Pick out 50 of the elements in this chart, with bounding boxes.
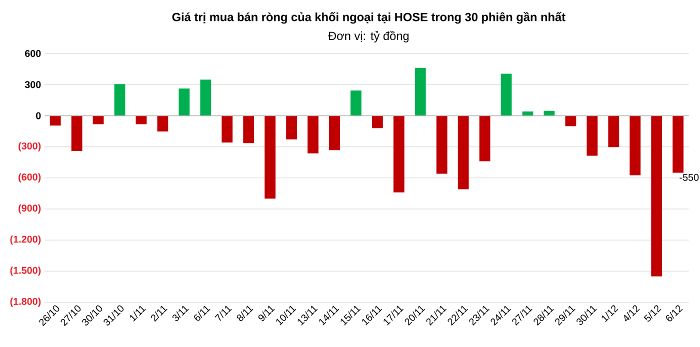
y-tick-label: (300) bbox=[18, 142, 41, 152]
y-tick-label: (600) bbox=[18, 173, 41, 183]
y-tick-label: (1.800) bbox=[10, 298, 41, 307]
y-tick-label: 300 bbox=[24, 81, 41, 88]
bar bbox=[608, 116, 620, 148]
bar bbox=[329, 116, 340, 150]
y-tick-label: (900) bbox=[18, 204, 41, 214]
x-tick-label: 4/12 bbox=[624, 305, 640, 322]
bar bbox=[157, 116, 168, 132]
x-tick-label: 7/11 bbox=[214, 306, 232, 321]
bar bbox=[458, 116, 469, 190]
y-tick-label: (1.200) bbox=[10, 236, 41, 245]
bar bbox=[92, 116, 104, 124]
x-tick-label: 6/11 bbox=[194, 306, 210, 321]
chart-subtitle: Đơn vị: tỷ đồng bbox=[328, 30, 409, 43]
bar bbox=[308, 116, 318, 154]
bar bbox=[136, 116, 147, 124]
bar bbox=[500, 74, 512, 116]
bar bbox=[222, 116, 233, 143]
bar bbox=[50, 116, 61, 126]
x-tick-label: 8/11 bbox=[236, 306, 254, 322]
bar bbox=[393, 116, 404, 192]
bar bbox=[522, 112, 534, 116]
y-tick-label: (1.500) bbox=[10, 266, 41, 276]
bar bbox=[264, 116, 276, 199]
bar bbox=[565, 116, 576, 126]
x-tick-label: 1/11 bbox=[130, 306, 146, 322]
bar bbox=[243, 116, 254, 144]
y-tick-label: 600 bbox=[24, 50, 41, 58]
chart-title: Giá trị mua bán ròng của khối ngoại tại HOSE trong 30 phiên gần nhất bbox=[172, 12, 566, 24]
bar bbox=[71, 116, 82, 152]
bar bbox=[586, 116, 598, 156]
bar bbox=[350, 90, 362, 116]
bar bbox=[436, 116, 448, 174]
x-tick-label: 6/12 bbox=[666, 305, 683, 322]
bar bbox=[286, 116, 297, 140]
bar bbox=[178, 88, 190, 116]
bar bbox=[651, 116, 662, 276]
bar bbox=[479, 116, 490, 162]
bar bbox=[672, 116, 684, 173]
bar bbox=[630, 116, 641, 176]
bar bbox=[200, 80, 212, 116]
y-tick-label: 0 bbox=[36, 112, 41, 120]
data-label: -550 bbox=[680, 174, 699, 181]
x-tick-label: 2/11 bbox=[151, 306, 168, 322]
x-tick-label: 9/11 bbox=[258, 306, 275, 322]
bar bbox=[372, 116, 383, 128]
x-tick-label: 3/11 bbox=[172, 306, 189, 322]
bar bbox=[114, 84, 126, 116]
bar bbox=[414, 68, 426, 116]
